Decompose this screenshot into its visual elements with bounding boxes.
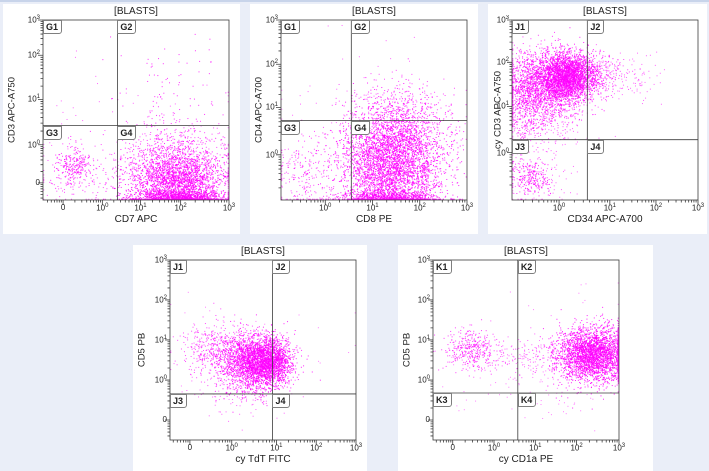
x-tick-label: 102 [413,203,426,213]
y-tick-label: 100 [417,375,430,385]
quadrant-label-K3[interactable]: K3 [433,393,452,408]
y-tick-label: 101 [154,334,167,345]
y-tick-label: 102 [265,59,278,69]
x-tick-label: 100 [487,443,501,453]
x-tick-label: 102 [649,203,663,213]
x-axis-label: cy TdT FITC [235,454,291,465]
quadrant-label-J4[interactable]: J4 [272,393,290,408]
y-tick-label: 103 [496,15,509,25]
y-tick-label: 0 [35,177,40,187]
quadrant-label-J1[interactable]: J1 [512,20,530,34]
y-tick-label: 100 [265,149,278,160]
x-axis-label: CD7 APC [114,214,158,225]
quadrant-label-J3[interactable]: J3 [170,393,188,408]
y-tick-label: 102 [496,57,509,67]
quadrant-label-G4[interactable]: G4 [117,125,137,140]
y-tick-label: 101 [417,334,430,345]
quadrant-label-J2[interactable]: J2 [587,20,605,34]
x-tick-label: 102 [570,443,583,453]
y-tick-label: 101 [496,101,509,112]
x-tick-label: 103 [460,203,474,213]
x-tick-label: 100 [225,443,238,453]
y-tick-label: 102 [154,294,167,305]
y-tick-label: 102 [27,50,40,60]
plot-panel-cycd1a-vs-cd5: [BLASTS] CD5 PB cy CD1a PE 0100101102103… [398,245,653,471]
x-tick-label: 101 [366,203,379,213]
x-tick-label: 103 [691,203,705,213]
quadrant-label-G2[interactable]: G2 [117,20,137,34]
y-tick-label: 103 [154,255,167,265]
x-tick-label: 0 [187,443,193,452]
quadrant-label-J1[interactable]: J1 [170,260,188,274]
y-tick-label: 103 [265,15,278,25]
y-tick-label: 101 [265,102,278,113]
quadrant-label-G1[interactable]: G1 [281,20,301,34]
plot-panel-cytdt-vs-cd5: [BLASTS] CD5 PB cy TdT FITC 010010110210… [133,245,367,471]
x-tick-label: 100 [552,203,566,213]
x-tick-label: 100 [319,203,332,213]
x-tick-label: 101 [270,443,283,453]
x-tick-label: 0 [60,203,66,212]
quadrant-label-J4[interactable]: J4 [587,139,605,154]
quadrant-label-K1[interactable]: K1 [433,260,452,274]
y-tick-label: 103 [27,15,40,25]
x-axis-label: cy CD1a PE [498,454,554,465]
scatter-plot-canvas[interactable] [488,4,707,234]
y-tick-label: 0 [425,415,430,425]
scatter-plot-canvas[interactable] [250,4,478,234]
quadrant-label-G1[interactable]: G1 [43,20,63,34]
quadrant-label-J3[interactable]: J3 [512,139,530,154]
y-tick-label: 100 [496,147,509,158]
scatter-plot-canvas[interactable] [133,245,367,471]
quadrant-label-G3[interactable]: G3 [281,120,301,135]
quadrant-label-J2[interactable]: J2 [272,260,290,274]
y-tick-label: 0 [162,415,167,425]
plot-panel-cd7-vs-cd3: [BLASTS] CD3 APC-A750 CD7 APC 0100101102… [3,4,240,234]
scatter-plot-canvas[interactable] [3,4,240,234]
x-tick-label: 100 [96,203,109,213]
x-axis-label: CD8 PE [355,214,393,225]
x-tick-label: 102 [174,203,187,213]
y-tick-label: 100 [154,375,167,385]
x-axis-label: CD34 APC-A700 [567,214,643,225]
quadrant-label-G4[interactable]: G4 [351,120,371,135]
x-tick-label: 101 [529,443,542,453]
quadrant-label-G3[interactable]: G3 [43,125,63,140]
y-tick-label: 103 [417,255,430,265]
x-tick-label: 0 [450,443,455,452]
y-tick-label: 102 [417,294,430,305]
plot-panel-cd8-vs-cd4: [BLASTS] CD4 APC-A700 CD8 PE 10010110210… [250,4,478,234]
x-tick-label: 103 [222,203,236,213]
x-tick-label: 101 [603,203,616,213]
scatter-plot-canvas[interactable] [398,245,653,471]
quadrant-label-K2[interactable]: K2 [517,260,537,274]
y-tick-label: 100 [27,139,40,150]
plot-panel-cd34-vs-cycd3: [BLASTS] cy CD3 APC-A750 CD34 APC-A700 1… [488,4,707,234]
x-tick-label: 102 [310,443,323,453]
x-tick-label: 103 [612,443,626,453]
y-tick-label: 101 [27,94,40,105]
x-tick-label: 101 [134,203,147,213]
quadrant-label-K4[interactable]: K4 [517,393,537,408]
quadrant-label-G2[interactable]: G2 [351,20,371,34]
x-tick-label: 103 [349,443,363,453]
